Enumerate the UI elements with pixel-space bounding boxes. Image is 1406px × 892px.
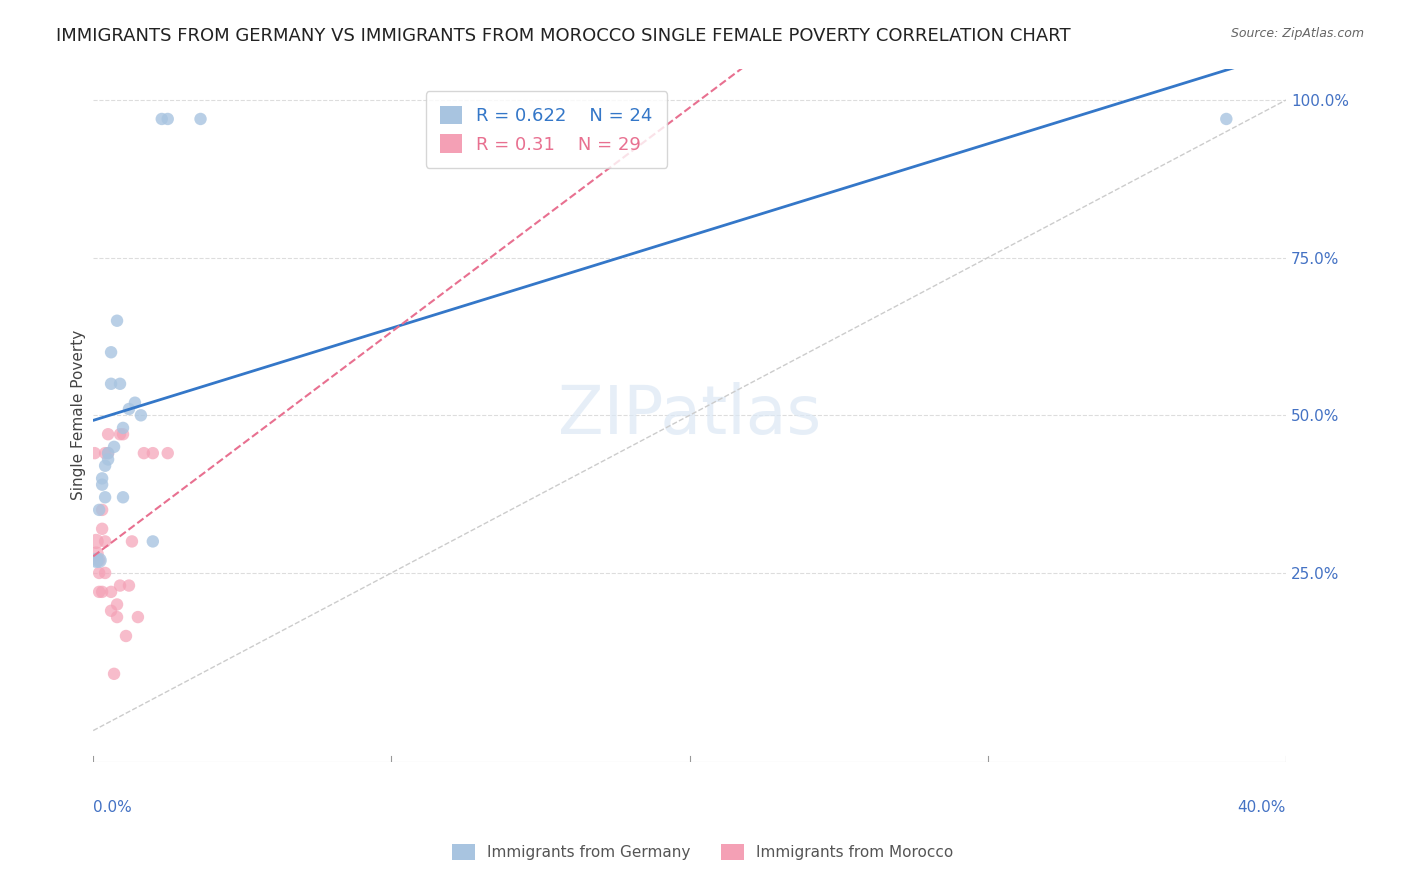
Point xyxy=(100,604,122,618)
Point xyxy=(89,503,111,517)
Point xyxy=(91,503,114,517)
Point xyxy=(108,376,131,391)
Point xyxy=(94,458,117,473)
Y-axis label: Single Female Poverty: Single Female Poverty xyxy=(72,330,86,500)
Point xyxy=(103,440,125,454)
Point xyxy=(97,452,120,467)
Point xyxy=(142,446,165,460)
Text: Source: ZipAtlas.com: Source: ZipAtlas.com xyxy=(1230,27,1364,40)
Point xyxy=(108,427,131,442)
Point xyxy=(105,314,128,328)
Point xyxy=(91,477,114,491)
Point xyxy=(97,446,120,460)
Point xyxy=(94,446,117,460)
Point xyxy=(91,471,114,485)
Point xyxy=(84,547,107,561)
Point xyxy=(108,578,131,592)
Point xyxy=(190,112,212,126)
Point xyxy=(100,585,122,599)
Point xyxy=(129,409,152,423)
Point xyxy=(94,490,117,504)
Legend: Immigrants from Germany, Immigrants from Morocco: Immigrants from Germany, Immigrants from… xyxy=(446,838,960,866)
Text: 0.0%: 0.0% xyxy=(93,800,132,815)
Point xyxy=(105,610,128,624)
Point xyxy=(118,578,141,592)
Point xyxy=(156,112,179,126)
Legend: R = 0.622    N = 24, R = 0.31    N = 29: R = 0.622 N = 24, R = 0.31 N = 29 xyxy=(426,91,666,168)
Point xyxy=(105,598,128,612)
Point xyxy=(127,610,149,624)
Point xyxy=(103,666,125,681)
Text: ZIPatlas: ZIPatlas xyxy=(558,383,821,449)
Point xyxy=(97,427,120,442)
Point xyxy=(142,534,165,549)
Point xyxy=(100,345,122,359)
Point xyxy=(111,427,134,442)
Point xyxy=(91,522,114,536)
Point xyxy=(118,402,141,417)
Point xyxy=(100,376,122,391)
Point xyxy=(94,534,117,549)
Text: 40.0%: 40.0% xyxy=(1237,800,1286,815)
Point xyxy=(97,446,120,460)
Point xyxy=(84,534,107,549)
Text: IMMIGRANTS FROM GERMANY VS IMMIGRANTS FROM MOROCCO SINGLE FEMALE POVERTY CORRELA: IMMIGRANTS FROM GERMANY VS IMMIGRANTS FR… xyxy=(56,27,1071,45)
Point xyxy=(111,421,134,435)
Point xyxy=(124,395,146,409)
Point xyxy=(89,585,111,599)
Point xyxy=(83,446,105,460)
Point xyxy=(1215,112,1237,126)
Point xyxy=(94,566,117,580)
Point xyxy=(121,534,143,549)
Point xyxy=(115,629,138,643)
Point xyxy=(156,446,179,460)
Point xyxy=(150,112,173,126)
Point xyxy=(91,585,114,599)
Point xyxy=(111,490,134,504)
Point xyxy=(84,553,107,567)
Point xyxy=(132,446,155,460)
Point xyxy=(89,553,111,567)
Point xyxy=(89,566,111,580)
Point xyxy=(89,553,111,567)
